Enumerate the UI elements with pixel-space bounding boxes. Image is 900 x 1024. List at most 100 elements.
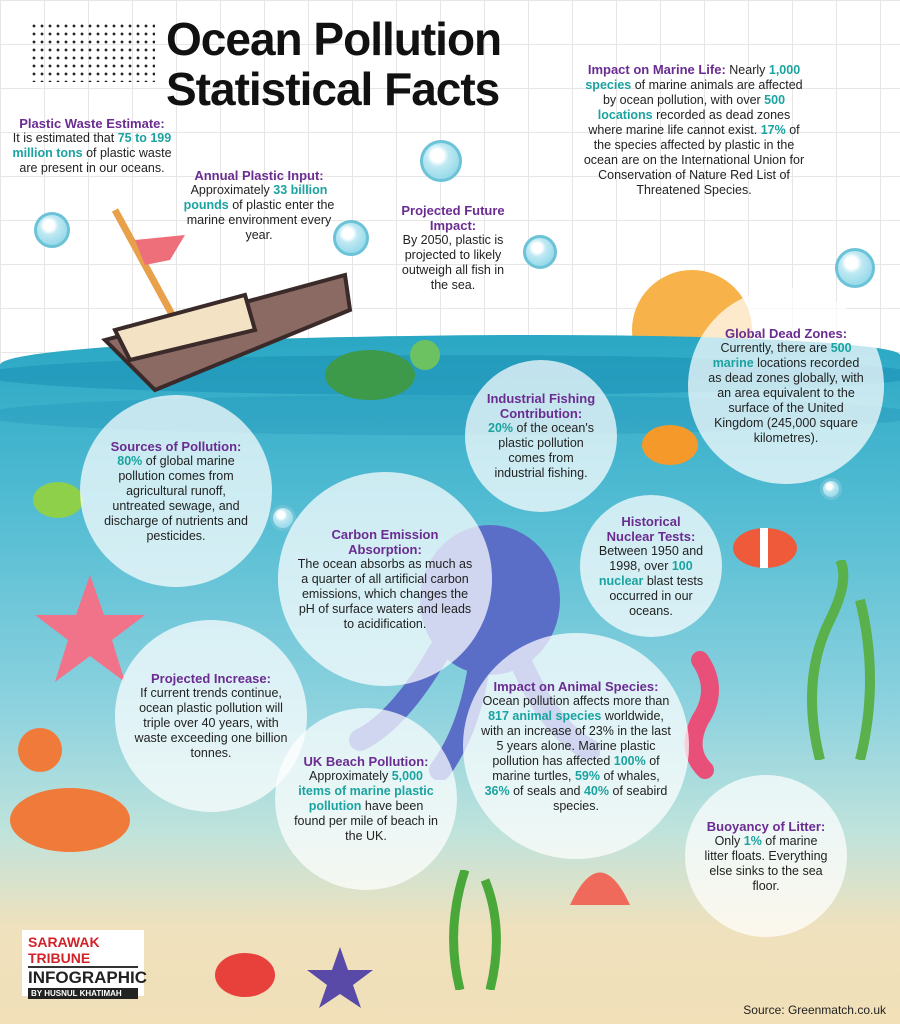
- bubble: [820, 478, 842, 500]
- dot-pattern: [30, 22, 155, 82]
- fact-heading: Industrial Fishing Contribution:: [486, 391, 596, 421]
- fact-text: If current trends continue, ocean plasti…: [134, 686, 288, 760]
- fact-body: Currently, there are 500 marine location…: [706, 341, 866, 446]
- fact-body: By 2050, plastic is projected to likely …: [392, 233, 514, 293]
- fact-plastic-waste-estimate: Plastic Waste Estimate: It is estimated t…: [6, 116, 178, 176]
- fact-text: blast tests occurred in our oceans.: [609, 573, 704, 618]
- fact-heading: Projected Future Impact:: [401, 203, 505, 233]
- fact-text: of marine animals are affected by ocean …: [602, 78, 803, 107]
- highlight-stat: 40%: [583, 783, 610, 798]
- fact-text: of whales,: [599, 768, 660, 783]
- red-crab-illustration: [215, 953, 275, 997]
- turtle-illustration: [325, 340, 440, 400]
- fact-text: Approximately: [190, 183, 274, 197]
- highlight-stat: 500 locations: [597, 93, 786, 122]
- green-fish-illustration: [33, 482, 83, 518]
- fact-text: have been found per mile of beach in the…: [294, 799, 438, 843]
- logo-brand: SARAWAK TRIBUNE: [28, 934, 138, 968]
- sarawak-tribune-logo: SARAWAK TRIBUNE INFOGRAPHIC BY HUSNUL KH…: [22, 930, 147, 999]
- title-line-2: Statistical Facts: [166, 63, 500, 115]
- source-credit: Source: Greenmatch.co.uk: [743, 1003, 886, 1017]
- fact-impact-on-animal-species: Impact on Animal Species: Ocean pollution…: [463, 633, 689, 859]
- fact-buoyancy-of-litter: Buoyancy of Litter: Only 1% of marine lit…: [685, 775, 847, 937]
- highlight-stat: 100 nuclear: [598, 558, 693, 588]
- fact-heading: Buoyancy of Litter:: [706, 818, 826, 834]
- fact-carbon-emission-absorption: Carbon Emission Absorption: The ocean abs…: [278, 472, 492, 686]
- highlight-stat: 80%: [117, 453, 143, 468]
- highlight-stat: 59%: [574, 768, 600, 783]
- highlight-stat: 5,000 items of marine plastic pollution: [298, 769, 434, 813]
- bubble: [420, 140, 462, 182]
- highlight-stat: 817 animal species: [488, 708, 602, 723]
- fact-text: Currently, there are: [720, 341, 831, 355]
- fact-heading: Historical Nuclear Tests:: [606, 513, 696, 544]
- fact-text: of global marine pollution comes from ag…: [104, 453, 248, 543]
- fact-heading: Impact on Marine Life:: [587, 62, 726, 77]
- fact-heading: Carbon Emission Absorption:: [331, 526, 439, 557]
- fact-body: The ocean absorbs as much as a quarter o…: [296, 557, 474, 632]
- fact-body: 20% of the ocean's plastic pollution com…: [483, 421, 599, 481]
- fact-body: Only 1% of marine litter floats. Everyth…: [703, 834, 829, 894]
- fact-text: of the species affected by plastic in th…: [583, 123, 805, 197]
- fact-text: recorded as dead zones where marine life…: [588, 108, 791, 137]
- fact-text: The ocean absorbs as much as a quarter o…: [297, 556, 473, 631]
- fact-heading: Projected Increase:: [151, 671, 271, 686]
- fact-heading: UK Beach Pollution:: [303, 754, 429, 769]
- fact-uk-beach-pollution: UK Beach Pollution: Approximately 5,000 i…: [275, 708, 457, 890]
- fact-sources-of-pollution: Sources of Pollution: 80% of global marin…: [80, 395, 272, 587]
- page-title: Ocean Pollution Statistical Facts: [166, 13, 502, 115]
- highlight-stat: 1%: [743, 833, 762, 848]
- fact-heading: Sources of Pollution:: [110, 438, 242, 454]
- fact-global-dead-zones: Global Dead Zones: Currently, there are 5…: [688, 288, 884, 484]
- fact-industrial-fishing: Industrial Fishing Contribution: 20% of t…: [465, 360, 617, 512]
- seahorse-illustration: [684, 651, 719, 779]
- highlight-stat: 17%: [760, 123, 786, 137]
- fact-body: Impact on Marine Life: Nearly 1,000 spec…: [583, 62, 805, 198]
- fact-body: It is estimated that 75 to 199 million t…: [6, 131, 178, 176]
- fact-body: 80% of global marine pollution comes fro…: [98, 454, 254, 544]
- fact-text: of plastic enter the marine environment …: [186, 198, 335, 242]
- fact-text: Only: [714, 833, 744, 848]
- logo-byline: BY HUSNUL KHATIMAH: [28, 988, 138, 999]
- fact-impact-on-marine-life: Impact on Marine Life: Nearly 1,000 spec…: [583, 62, 805, 198]
- fact-heading: Annual Plastic Input:: [194, 168, 324, 183]
- fact-text: of seabird species.: [553, 783, 668, 813]
- boat-illustration: [101, 208, 353, 393]
- fact-heading: Impact on Animal Species:: [493, 678, 659, 694]
- clownfish-illustration: [733, 528, 797, 568]
- starfish-illustration: [35, 575, 145, 682]
- highlight-stat: 1,000 species: [585, 63, 801, 92]
- fact-text: of marine turtles,: [492, 753, 660, 783]
- fact-text: Approximately: [309, 769, 392, 783]
- goldfish-illustration: [642, 425, 698, 465]
- bubble: [333, 220, 369, 256]
- fact-text: of seals and: [509, 783, 584, 798]
- fact-projected-increase: Projected Increase: If current trends con…: [115, 620, 307, 812]
- fact-body: If current trends continue, ocean plasti…: [133, 686, 289, 761]
- title-line-1: Ocean Pollution: [166, 13, 502, 65]
- highlight-stat: 500 marine: [712, 341, 852, 370]
- shell-illustration: [570, 872, 630, 905]
- highlight-stat: 100%: [613, 753, 646, 768]
- logo-kind: INFOGRAPHIC: [28, 968, 147, 987]
- fact-projected-future-impact: Projected Future Impact: By 2050, plastic…: [392, 203, 514, 293]
- fact-text: locations recorded as dead zones globall…: [708, 356, 864, 445]
- purple-starfish-illustration: [307, 947, 373, 1008]
- fact-body: Ocean pollution affects more than 817 an…: [481, 694, 671, 814]
- highlight-stat: 75 to 199 million tons: [12, 131, 172, 160]
- fact-text: of marine litter floats. Everything else…: [704, 833, 828, 893]
- fact-body: Between 1950 and 1998, over 100 nuclear …: [598, 544, 704, 619]
- fact-text: of the ocean's plastic pollution comes f…: [494, 421, 594, 480]
- bubble: [523, 235, 557, 269]
- highlight-stat: 33 billion pounds: [183, 183, 328, 212]
- fact-text: worldwide, with an increase of 23% in th…: [481, 708, 671, 768]
- fact-annual-plastic-input: Annual Plastic Input: Approximately 33 bi…: [180, 168, 338, 243]
- bubble: [34, 212, 70, 248]
- fact-text: Nearly: [725, 63, 769, 77]
- seaweed-illustration: [449, 870, 501, 990]
- fact-heading: Global Dead Zones:: [724, 326, 848, 341]
- fact-body: Approximately 33 billion pounds of plast…: [180, 183, 338, 243]
- fact-heading: Plastic Waste Estimate:: [19, 116, 165, 131]
- crab-illustration: [10, 728, 130, 852]
- fact-text: Ocean pollution affects more than: [482, 693, 670, 708]
